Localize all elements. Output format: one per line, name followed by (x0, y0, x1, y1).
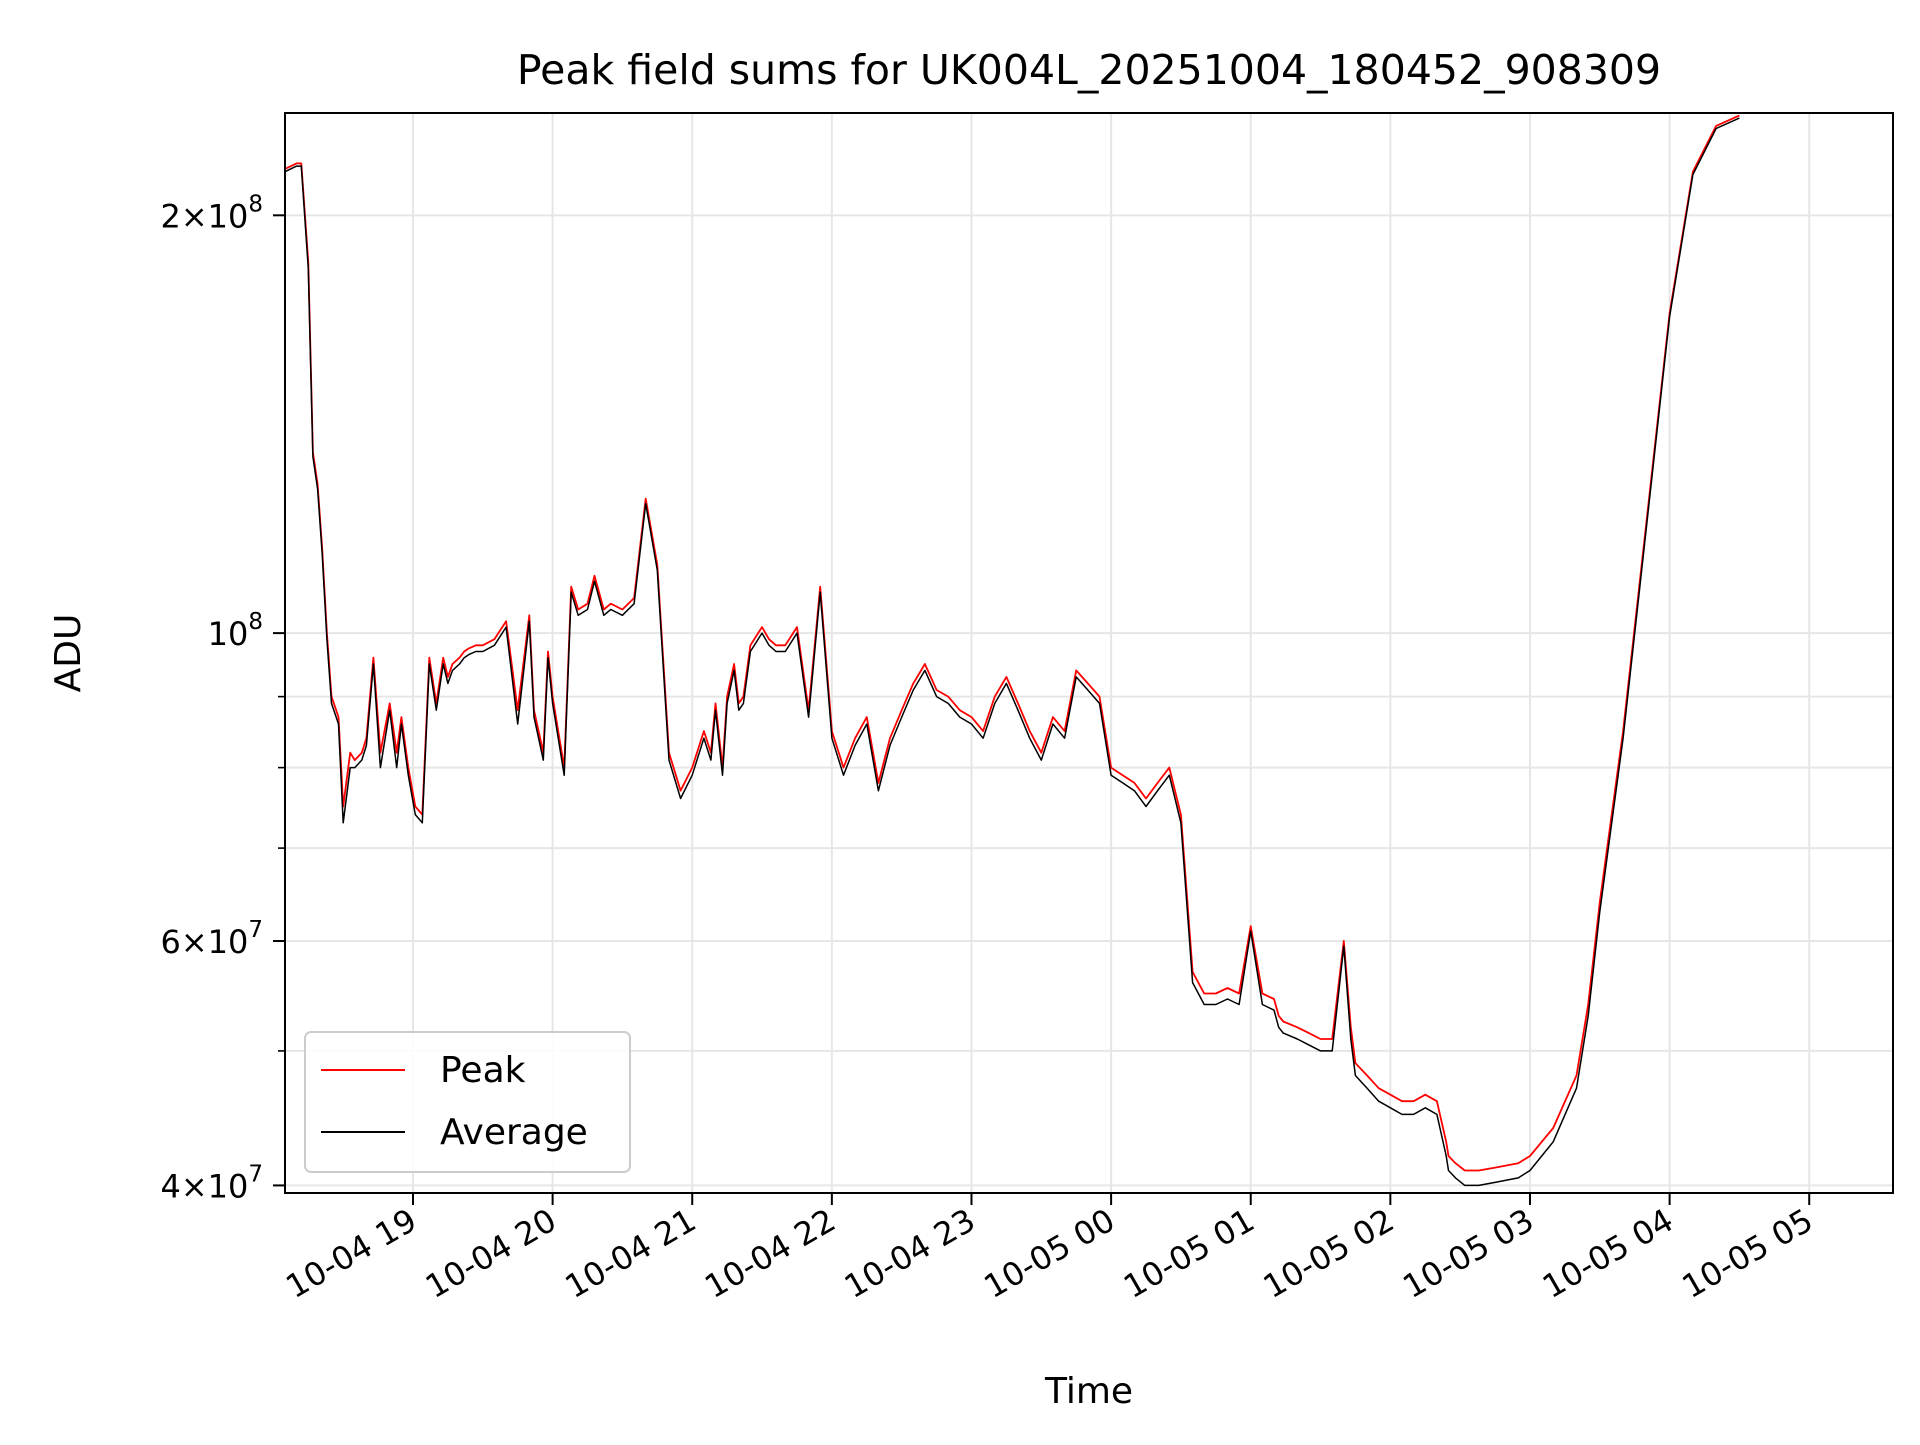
y-tick-exponent: 8 (248, 191, 263, 217)
y-tick-exponent: 7 (248, 1161, 263, 1187)
gridlines (285, 113, 1893, 1193)
y-tick-label: 6×107 (160, 917, 263, 961)
plot-frame (284, 112, 1894, 1194)
series-lines (284, 114, 1740, 1187)
y-tick-exponent: 7 (248, 917, 263, 943)
y-tick-label: 2×108 (160, 191, 263, 235)
y-tick-label: 4×107 (160, 1161, 263, 1205)
legend-label-average: Average (440, 1112, 588, 1153)
y-tick-base: 6×10 (160, 923, 248, 961)
legend-box (304, 1031, 631, 1173)
legend-label-peak: Peak (440, 1050, 526, 1091)
y-tick-label: 108 (208, 609, 263, 653)
legend: Peak Average (304, 1031, 631, 1173)
y-tick-base: 2×10 (160, 197, 248, 235)
y-tick-base: 4×10 (160, 1167, 248, 1205)
chart-title: Peak field sums for UK004L_20251004_1804… (517, 46, 1661, 94)
y-tick-base: 10 (208, 615, 249, 653)
y-axis-label: ADU (48, 614, 89, 693)
series-line-average (284, 117, 1740, 1187)
x-axis-label: Time (1044, 1371, 1133, 1412)
y-tick-exponent: 8 (248, 609, 263, 635)
